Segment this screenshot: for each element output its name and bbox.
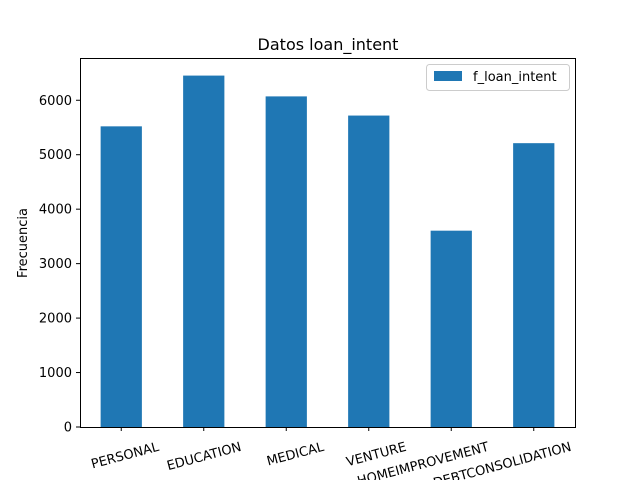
bar-venture bbox=[348, 115, 390, 427]
bar-education bbox=[183, 75, 225, 427]
legend-label: f_loan_intent bbox=[473, 70, 557, 85]
bar-medical bbox=[265, 96, 307, 427]
plot-frame bbox=[80, 58, 576, 428]
legend: f_loan_intent bbox=[426, 64, 570, 91]
y-tick-label: 5000 bbox=[39, 148, 72, 163]
y-tick-label: 2000 bbox=[39, 312, 72, 327]
legend-box bbox=[426, 64, 570, 91]
y-tick-label: 4000 bbox=[39, 203, 72, 218]
y-tick-label: 3000 bbox=[39, 257, 72, 272]
bars-group bbox=[100, 75, 555, 428]
y-tick-label: 1000 bbox=[39, 366, 72, 381]
bar-debtconsolidation bbox=[513, 143, 555, 428]
y-tick-label: 6000 bbox=[39, 94, 72, 109]
y-tick-label: 0 bbox=[64, 421, 72, 436]
chart-title: Datos loan_intent bbox=[258, 35, 399, 55]
legend-swatch bbox=[434, 71, 462, 81]
y-axis-ticks: 0 1000 2000 3000 4000 5000 6000 bbox=[39, 94, 80, 436]
bar-homeimprovement bbox=[430, 230, 472, 427]
bar-personal bbox=[100, 126, 142, 427]
y-axis-label: Frecuencia bbox=[16, 208, 31, 278]
